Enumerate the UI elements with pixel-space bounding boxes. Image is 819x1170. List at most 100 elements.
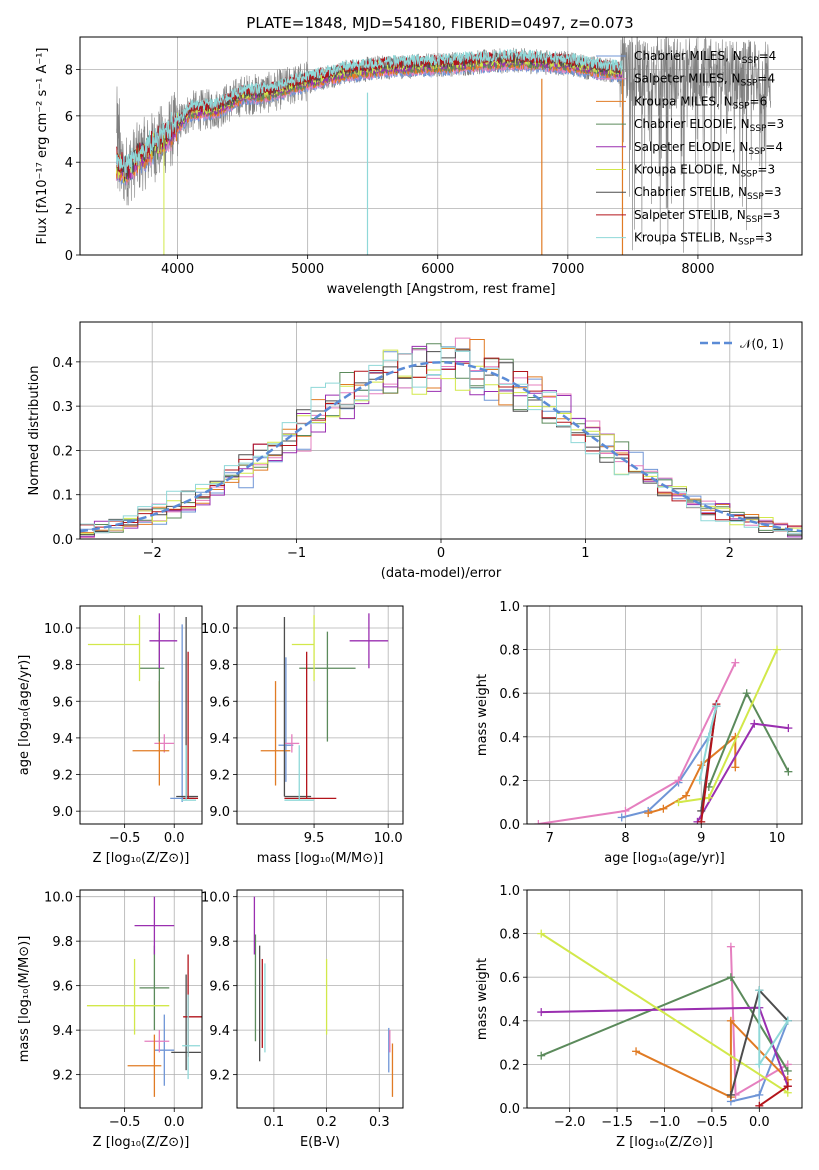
y-axis-label: Flux [fλ10⁻¹⁷ erg cm⁻² s⁻¹ A⁻¹] [35, 48, 50, 245]
legend-label: Salpeter MILES, N [634, 72, 741, 86]
y-tick-label: 9.8 [209, 935, 230, 950]
y-tick-label: 1.0 [499, 884, 520, 899]
y-axis-label: Normed distribution [27, 366, 42, 496]
y-tick-label: 0.0 [52, 533, 73, 548]
legend-subscript: SSP [748, 147, 765, 157]
errorbar-point [284, 651, 337, 800]
y-tick-label: 9.6 [209, 980, 230, 995]
panel-weight_vs_Z: −2.0 −1.5 −1.0 −0.5 0.0 0.0 0.2 0.4 0.6 0.8 1.0 Z [… [475, 884, 803, 1150]
y-tick-label: 9.8 [52, 935, 73, 950]
y-tick-label: 0.6 [499, 971, 520, 986]
model-spectrum-line [115, 58, 623, 185]
weight-series-line [700, 703, 718, 822]
legend-entry: Kroupa STELIB, NSSP=3 [634, 231, 772, 248]
x-tick-label: −0.5 [109, 831, 141, 846]
legend-label: Salpeter STELIB, N [634, 208, 746, 222]
y-tick-label: 0.8 [499, 644, 520, 659]
panel-residuals: −2 −1 0 1 2 0.0 0.1 0.2 0.3 0.4 (data-model)/error… [27, 321, 803, 581]
errorbar-point [139, 631, 165, 742]
panel-spectrum: 4000 5000 6000 7000 8000 0 2 4 6 8 wavelength [Ang… [35, 36, 803, 297]
x-tick-label: 0.3 [369, 1115, 390, 1130]
errorbar-point [144, 1030, 170, 1053]
legend-entry: Salpeter ELODIE, NSSP=4 [634, 140, 783, 157]
axes-frame [79, 36, 803, 256]
y-tick-label: 10.0 [44, 891, 73, 906]
errorbar-point [171, 974, 202, 1071]
normal-legend-label: 𝒩(0, 1) [740, 337, 784, 351]
legend-entry: Chabrier MILES, NSSP=4 [634, 49, 776, 66]
x-axis-label: wavelength [Angstrom, rest frame] [327, 282, 556, 297]
errorbar-point [132, 681, 170, 786]
y-tick-label: 0.2 [499, 1058, 520, 1073]
legend-subscript: SSP [733, 101, 750, 111]
x-axis-label: Z [log₁₀(Z/Z⊙)] [616, 1135, 713, 1150]
y-tick-label: 0.0 [499, 818, 520, 833]
legend-subscript: SSP [741, 170, 758, 180]
legend-value: =3 [764, 185, 782, 199]
y-tick-label: 0 [65, 249, 73, 264]
plot-area [80, 337, 802, 539]
y-tick-label: 0.4 [52, 356, 73, 371]
legend-label: Chabrier MILES, N [634, 49, 742, 63]
x-axis-label: Z [log₁₀(Z/Z⊙)] [93, 851, 190, 866]
legend-value: =4 [759, 49, 777, 63]
x-tick-label: 9.5 [304, 831, 325, 846]
plot-area [87, 613, 199, 803]
x-tick-label: 0.0 [164, 831, 185, 846]
errorbar-point [182, 994, 201, 1080]
weight-series-line [540, 932, 789, 1094]
y-tick-label: 0.4 [499, 731, 520, 746]
y-tick-label: 10.0 [44, 622, 73, 637]
plot-area [537, 929, 792, 1108]
errorbar-point [127, 1034, 162, 1097]
axes-frame [236, 605, 404, 825]
legend-entry: Chabrier STELIB, NSSP=3 [634, 185, 782, 202]
y-axis-label: mass weight [475, 958, 490, 1040]
normal-curve [80, 361, 802, 533]
model-spectrum-line [115, 48, 623, 177]
axes-frame [79, 321, 803, 540]
panel-mass_vs_EBV: 0.1 0.2 0.3 9.2 9.4 9.6 9.8 10.0 E(B-V) [201, 889, 404, 1150]
x-tick-label: 5000 [291, 262, 324, 277]
y-tick-label: 2 [65, 203, 73, 218]
y-tick-label: 9.6 [52, 980, 73, 995]
plot-area [260, 613, 389, 801]
y-axis-label: mass weight [475, 674, 490, 756]
legend-subscript: SSP [746, 215, 763, 225]
x-tick-label: −1 [287, 546, 306, 561]
x-axis-label: (data-model)/error [381, 566, 502, 581]
y-tick-label: 9.2 [209, 769, 230, 784]
x-tick-label: 9 [697, 831, 705, 846]
y-tick-label: 0.4 [499, 1015, 520, 1030]
x-tick-label: 0.2 [316, 1115, 337, 1130]
x-tick-label: 7000 [551, 262, 584, 277]
x-tick-label: 0 [437, 546, 445, 561]
errorbar-point [86, 958, 170, 1035]
x-tick-label: 0.0 [164, 1115, 185, 1130]
y-tick-label: 4 [65, 156, 73, 171]
errorbar-point [291, 615, 315, 682]
errorbar-point [284, 734, 300, 753]
y-axis-label: age [log₁₀(age/yr)] [17, 655, 32, 776]
weight-series-line [538, 662, 737, 824]
x-tick-label: −2.0 [554, 1115, 586, 1130]
legend-entry: Chabrier ELODIE, NSSP=3 [634, 117, 784, 134]
x-tick-label: 1 [581, 546, 589, 561]
x-tick-label: 6000 [421, 262, 454, 277]
y-tick-label: 9.2 [52, 769, 73, 784]
y-tick-label: 0.2 [52, 444, 73, 459]
axes-frame [236, 889, 404, 1109]
legend-subscript: SSP [738, 238, 755, 248]
x-tick-label: 7 [546, 831, 554, 846]
y-tick-label: 9.8 [209, 659, 230, 674]
y-tick-label: 0.2 [499, 774, 520, 789]
y-tick-label: 0.8 [499, 928, 520, 943]
errorbar-point [154, 1014, 175, 1086]
errorbar-point [284, 745, 315, 801]
legend-entry: Salpeter MILES, NSSP=4 [634, 72, 775, 89]
errorbar-point [278, 657, 294, 782]
axes-frame [526, 889, 803, 1109]
legend-value: =4 [757, 72, 775, 86]
legend-label: Salpeter ELODIE, N [634, 140, 748, 154]
y-tick-label: 9.8 [52, 659, 73, 674]
